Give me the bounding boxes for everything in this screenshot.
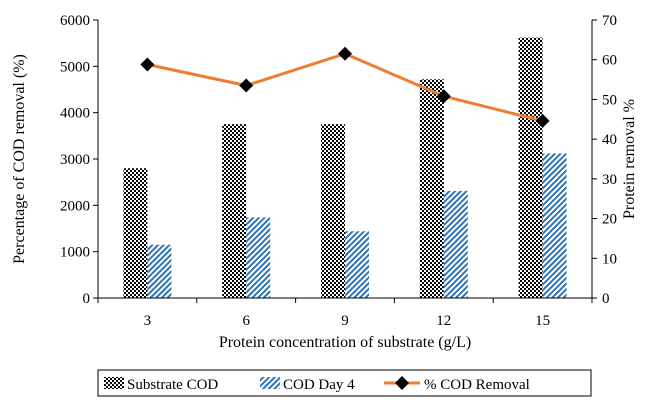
y-tick-label-left: 4000 <box>60 106 90 122</box>
x-tick-label: 6 <box>242 313 250 329</box>
bar-cod-day-4-9 <box>345 231 369 298</box>
legend-label-substrate-cod: Substrate COD <box>127 377 218 393</box>
y-axis-title-right: Protein removal % <box>621 99 638 219</box>
y-tick-label-left: 3000 <box>60 152 90 168</box>
legend-label-cod-day-4: COD Day 4 <box>283 377 355 393</box>
y-tick-label-left: 6000 <box>60 13 90 29</box>
bar-substrate-cod-15 <box>518 37 543 299</box>
y-tick-label-left: 5000 <box>60 59 90 75</box>
x-tick-label: 3 <box>144 313 152 329</box>
bar-cod-day-4-15 <box>542 153 567 298</box>
point-cod-removal-6 <box>239 78 254 93</box>
y-tick-label-left: 1000 <box>60 245 90 261</box>
y-tick-label-right: 70 <box>602 13 617 29</box>
bar-substrate-cod-3 <box>123 168 148 298</box>
bar-substrate-cod-12 <box>419 79 444 298</box>
line-cod-removal <box>147 52 543 123</box>
x-axis-title: Protein concentration of substrate (g/L) <box>219 334 471 351</box>
legend-swatch-cod-day-4 <box>260 377 280 389</box>
y-tick-label-right: 0 <box>602 291 610 307</box>
x-tick-label: 9 <box>341 313 349 329</box>
x-tick-label: 15 <box>535 313 550 329</box>
y-axis-title-left: Percentage of COD removal (%) <box>11 54 28 264</box>
legend-swatch-substrate-cod <box>104 377 124 389</box>
y-tick-label-right: 10 <box>602 251 617 267</box>
y-tick-label-right: 50 <box>602 92 617 108</box>
bar-cod-day-4-3 <box>147 244 172 298</box>
point-cod-removal-9 <box>338 46 352 61</box>
bar-cod-day-4-12 <box>443 190 468 298</box>
point-cod-removal-3 <box>140 57 155 72</box>
point-cod-removal-15 <box>535 113 550 128</box>
y-tick-label-right: 60 <box>602 53 617 69</box>
legend-marker-cod-removal <box>395 376 409 390</box>
y-tick-label-left: 2000 <box>60 198 90 214</box>
y-tick-label-right: 30 <box>602 172 617 188</box>
bar-substrate-cod-9 <box>321 124 345 298</box>
y-tick-label-right: 20 <box>602 212 617 228</box>
x-tick-label: 12 <box>436 313 451 329</box>
bar-cod-day-4-6 <box>246 217 271 298</box>
legend <box>97 369 592 397</box>
point-cod-removal-12 <box>436 89 451 104</box>
legend-label-cod-removal: % COD Removal <box>424 377 530 393</box>
bar-substrate-cod-6 <box>222 124 247 298</box>
y-tick-label-right: 40 <box>602 132 617 148</box>
y-tick-label-left: 0 <box>83 291 91 307</box>
